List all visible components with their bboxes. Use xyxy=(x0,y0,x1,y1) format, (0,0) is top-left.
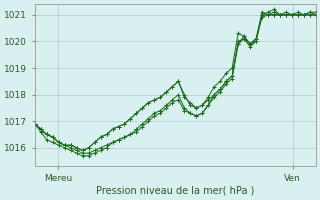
X-axis label: Pression niveau de la mer( hPa ): Pression niveau de la mer( hPa ) xyxy=(96,186,254,196)
